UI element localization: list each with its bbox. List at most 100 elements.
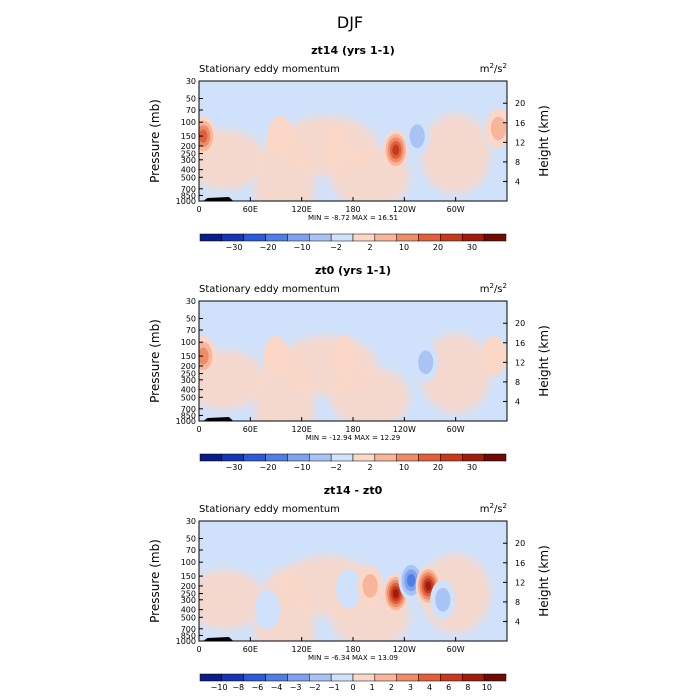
colorbar-label: −30: [226, 243, 243, 252]
y2-tick-label: 8: [515, 158, 520, 167]
panel-units: m2/s2: [480, 282, 507, 295]
contour-fill: [425, 581, 432, 591]
colorbar-label: −10: [294, 463, 311, 472]
colorbar-cell: [221, 673, 244, 682]
y-tick-label: 250: [181, 370, 196, 379]
y2-tick-label: 16: [515, 339, 525, 348]
y-axis-label: Pressure (mb): [148, 539, 162, 623]
field-streak: [199, 569, 265, 630]
colorbar-label: −3: [290, 683, 302, 692]
y-axis-label: Pressure (mb): [148, 99, 162, 183]
colorbar-cell: [374, 233, 397, 242]
colorbar-cell: [462, 673, 485, 682]
colorbar-cell: [199, 673, 223, 682]
y-tick-label: 100: [181, 558, 196, 567]
x-tick-label: 60W: [447, 425, 465, 434]
colorbar-label: −10: [294, 243, 311, 252]
y-tick-label: 50: [186, 94, 196, 103]
colorbar-cell: [374, 673, 397, 682]
plot-area: [199, 81, 507, 201]
y2-tick-label: 20: [515, 539, 525, 548]
units-base: m: [480, 284, 490, 295]
y-tick-label: 300: [181, 596, 196, 605]
colorbar-label: −30: [226, 463, 243, 472]
y-tick-label: 70: [186, 106, 196, 115]
colorbar-cell: [483, 233, 507, 242]
colorbar-label: −4: [271, 683, 283, 692]
y-tick-label: 850: [181, 411, 196, 420]
x-tick-label: 120E: [292, 425, 312, 434]
plot-area: [199, 521, 507, 641]
colorbar-cell: [330, 233, 354, 242]
colorbar-cell: [265, 673, 288, 682]
y-tick-label: 1000: [176, 197, 196, 206]
contour-fill: [331, 336, 358, 376]
contour-fill: [263, 336, 289, 376]
contour-fill: [323, 126, 349, 166]
contour-fill: [254, 589, 281, 630]
colorbar-label: 10: [399, 243, 409, 252]
y2-tick-label: 20: [515, 319, 525, 328]
y2-tick-label: 12: [515, 138, 525, 147]
page-title: DJF: [337, 13, 363, 32]
colorbar-cell: [440, 233, 463, 242]
y2-axis-label: Height (km): [537, 545, 551, 616]
units-sup-1: 2: [489, 62, 493, 70]
colorbar-label: −1: [328, 683, 340, 692]
panel-title: zt14 - zt0: [324, 484, 383, 497]
x-tick-label: 120W: [393, 205, 416, 214]
y-tick-label: 150: [181, 572, 196, 581]
colorbar-cell: [330, 453, 354, 462]
colorbar-label: 0: [350, 683, 355, 692]
panel-1: zt0 (yrs 1-1)Stationary eddy momentum m2/…: [148, 264, 551, 472]
contour-fill: [435, 587, 451, 612]
panel-subtitle: Stationary eddy momentum: [199, 504, 340, 515]
x-tick-label: 0: [196, 645, 201, 654]
colorbar-cell: [199, 453, 223, 462]
units-sup-2: 2: [503, 282, 507, 290]
y-tick-label: 700: [181, 625, 196, 634]
panel-title: zt14 (yrs 1-1): [311, 44, 395, 57]
y-tick-label: 850: [181, 631, 196, 640]
y-tick-label: 400: [181, 606, 196, 615]
x-tick-label: 120W: [393, 425, 416, 434]
colorbar-label: 2: [389, 683, 394, 692]
colorbar-cell: [265, 233, 288, 242]
colorbar-label: 30: [467, 243, 477, 252]
topography: [203, 197, 234, 201]
x-tick-label: 60W: [447, 205, 465, 214]
min-max-stats: MIN = -6.34 MAX = 13.09: [308, 654, 398, 662]
panel-title: zt0 (yrs 1-1): [315, 264, 391, 277]
y2-tick-label: 20: [515, 99, 525, 108]
colorbar-label: 10: [399, 463, 409, 472]
colorbar-cell: [352, 673, 376, 682]
panel-units: m2/s2: [480, 62, 507, 75]
colorbar-cell: [396, 233, 419, 242]
colorbar-cell: [309, 233, 332, 242]
colorbar-cell: [483, 453, 507, 462]
colorbar-label: 2: [367, 243, 372, 252]
panel-0: zt14 (yrs 1-1)Stationary eddy momentum m2…: [148, 44, 551, 252]
y-tick-label: 300: [181, 156, 196, 165]
contour-fill: [409, 124, 425, 148]
y-axis-label: Pressure (mb): [148, 319, 162, 403]
y2-tick-label: 4: [515, 617, 520, 626]
colorbar-cell: [462, 453, 485, 462]
colorbar-cell: [287, 673, 310, 682]
colorbar-cell: [309, 673, 332, 682]
colorbar-cell: [352, 233, 376, 242]
y-tick-label: 200: [181, 142, 196, 151]
colorbar-label: −20: [260, 463, 277, 472]
x-tick-label: 120E: [292, 205, 312, 214]
colorbar-label: −2: [330, 463, 342, 472]
units-mid: /s: [494, 504, 503, 515]
y-tick-label: 30: [186, 77, 196, 86]
y2-axis-label: Height (km): [537, 105, 551, 176]
topography: [203, 637, 234, 641]
x-tick-label: 180: [345, 425, 360, 434]
field-streak: [199, 129, 265, 190]
colorbar-cell: [440, 673, 463, 682]
colorbar-cell: [265, 453, 288, 462]
y2-axis-label: Height (km): [537, 325, 551, 396]
colorbar-cell: [221, 453, 244, 462]
